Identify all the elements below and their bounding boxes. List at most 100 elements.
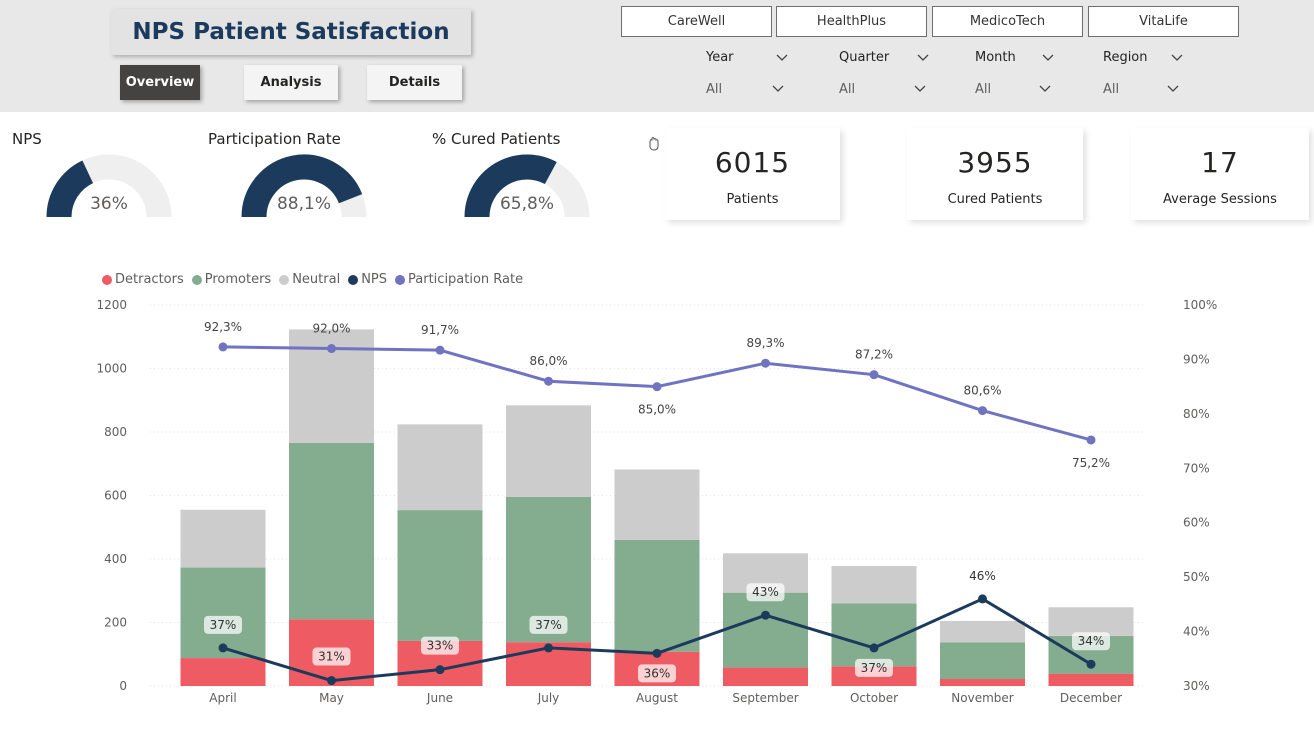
legend-dot (348, 274, 359, 285)
hospital-medicotech-button[interactable]: MedicoTech (932, 6, 1083, 37)
card-cured-value: 3955 (957, 146, 1033, 179)
legend-promoters[interactable]: Promoters (191, 272, 272, 287)
nps-label-box (421, 636, 459, 655)
y-left-tick-label: 600 (104, 489, 127, 503)
gauge-cured-patients: % Cured Patients 65,8% (430, 122, 610, 222)
point-nps (1086, 659, 1096, 669)
y-right-tick-label: 30% (1183, 679, 1210, 693)
legend-dot (191, 274, 202, 285)
gauge-nps-title: NPS (12, 130, 42, 148)
legend-dot (395, 274, 406, 285)
header-bar: NPS Patient Satisfaction Overview Analys… (0, 0, 1314, 112)
nps-data-label: 31% (318, 650, 345, 664)
hospital-healthplus-button[interactable]: HealthPlus (776, 6, 927, 37)
y-left-tick-label: 200 (104, 616, 127, 630)
chevron-down-icon[interactable] (776, 54, 788, 62)
card-cured-patients: 3955 Cured Patients (907, 128, 1083, 220)
x-tick-label: August (636, 691, 678, 705)
nav-details-button[interactable]: Details (367, 65, 462, 100)
legend-nps[interactable]: NPS (348, 272, 387, 287)
y-right-tick-label: 70% (1183, 461, 1210, 475)
hospital-carewell-button[interactable]: CareWell (621, 6, 772, 37)
x-tick-label: May (319, 691, 344, 705)
bar-detractors (940, 679, 1025, 686)
legend-dot (102, 274, 112, 285)
legend-dot (279, 274, 290, 285)
y-right-tick-label: 100% (1183, 298, 1217, 312)
bar-detractors (1048, 673, 1134, 686)
point-participation-rate (327, 344, 336, 354)
hospital-vitalife-button[interactable]: VitaLife (1088, 6, 1239, 37)
y-left-tick-label: 1200 (96, 298, 127, 312)
slicer-quarter[interactable]: Quarter All (839, 48, 935, 104)
point-participation-rate (1086, 435, 1096, 445)
bar-promoters (940, 642, 1025, 680)
slicer-quarter-value[interactable]: All (839, 82, 856, 97)
chevron-down-icon[interactable] (772, 85, 784, 93)
card-sessions-value: 17 (1201, 146, 1239, 179)
y-right-tick-label: 80% (1183, 407, 1210, 421)
slicer-month-value[interactable]: All (975, 82, 992, 97)
nps-label-box (312, 647, 351, 666)
card-average-sessions: 17 Average Sessions (1131, 128, 1309, 220)
bar-neutral (831, 565, 917, 604)
chevron-down-icon[interactable] (917, 54, 929, 62)
point-nps (761, 610, 770, 620)
slicer-month[interactable]: Month All (975, 48, 1071, 104)
participation-data-label: 92,0% (312, 322, 350, 336)
nps-label-box (855, 658, 893, 677)
point-participation-rate (652, 382, 662, 392)
chevron-down-icon[interactable] (1042, 54, 1054, 62)
bar-neutral (1048, 607, 1134, 636)
nps-label-box (638, 664, 676, 683)
bar-detractors (180, 658, 266, 686)
gauge-cured-arc (464, 154, 590, 218)
bar-promoters (397, 510, 483, 641)
card-patients-value: 6015 (714, 146, 791, 179)
nps-data-label: 33% (427, 639, 454, 653)
y-right-tick-label: 40% (1183, 625, 1210, 639)
gauge-participation-arc (241, 154, 367, 218)
legend-label: Detractors (115, 272, 184, 287)
point-nps (435, 665, 445, 675)
nps-data-label: 34% (1078, 634, 1105, 648)
gauge-cured-title: % Cured Patients (432, 130, 561, 148)
card-sessions-caption: Average Sessions (1163, 192, 1277, 207)
chevron-down-icon[interactable] (1039, 85, 1051, 93)
legend-label: Participation Rate (408, 272, 524, 287)
bar-promoters (723, 592, 808, 668)
bar-neutral (506, 405, 591, 497)
x-tick-label: June (426, 691, 453, 705)
legend-label: Neutral (292, 272, 341, 287)
slicer-quarter-label: Quarter (839, 50, 890, 65)
x-tick-label: July (537, 691, 560, 705)
slicer-region[interactable]: Region All (1103, 48, 1199, 104)
y-left-tick-label: 800 (104, 425, 127, 439)
y-left-tick-label: 0 (119, 679, 127, 693)
slicer-year[interactable]: Year All (706, 48, 802, 104)
point-nps (869, 643, 879, 653)
x-tick-label: April (209, 691, 236, 705)
legend-neutral[interactable]: Neutral (279, 272, 340, 287)
cursor-hand-icon (649, 137, 659, 151)
chevron-down-icon[interactable] (1171, 54, 1183, 62)
nav-overview-button[interactable]: Overview (120, 65, 200, 100)
slicer-region-value[interactable]: All (1103, 82, 1120, 97)
slicer-month-label: Month (975, 50, 1016, 65)
participation-data-label: 85,0% (638, 403, 676, 417)
slicer-year-value[interactable]: All (706, 82, 723, 97)
chevron-down-icon[interactable] (1167, 85, 1179, 93)
legend-participation-rate[interactable]: Participation Rate (395, 272, 523, 287)
nps-data-label: 36% (644, 666, 671, 680)
chevron-down-icon[interactable] (914, 85, 926, 93)
nav-analysis-button[interactable]: Analysis (244, 65, 338, 100)
bar-promoters (614, 539, 700, 652)
x-tick-label: October (850, 691, 898, 705)
legend-label: Promoters (204, 272, 272, 287)
point-nps (327, 676, 336, 686)
y-left-tick-label: 400 (104, 552, 127, 566)
legend-detractors[interactable]: Detractors (102, 272, 184, 287)
nps-data-label: 37% (535, 618, 562, 632)
point-nps (218, 643, 228, 653)
nps-data-label: 37% (861, 661, 888, 675)
